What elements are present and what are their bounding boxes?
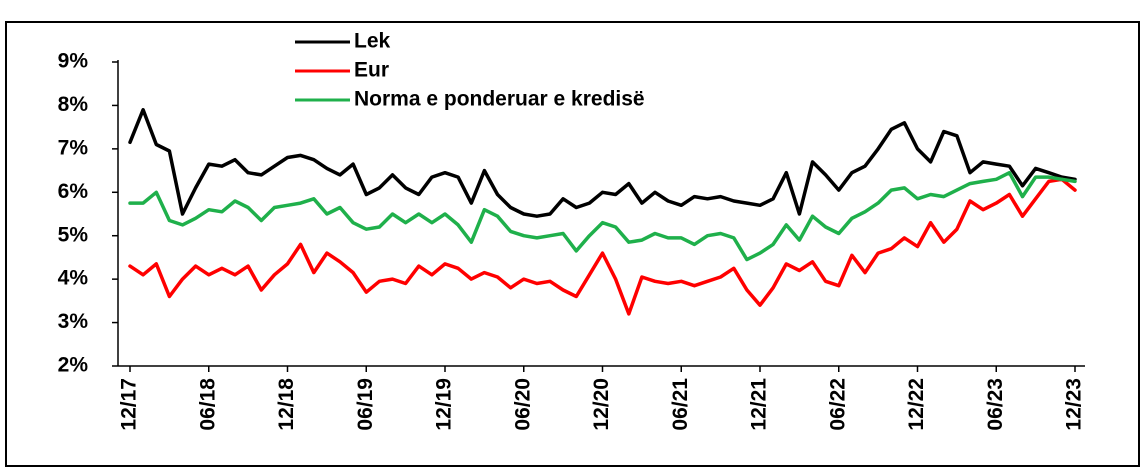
series-line — [128, 170, 1077, 262]
frame — [5, 21, 1140, 467]
x-tick-label: 06/19 — [354, 378, 377, 431]
series-line — [128, 108, 1077, 218]
legend-label: Lek — [354, 30, 391, 53]
y-tick-label: 8% — [58, 93, 89, 116]
y-tick-label: 3% — [58, 310, 89, 333]
y-tick-label: 6% — [58, 180, 89, 203]
legend-label: Norma e ponderuar e kredisë — [354, 88, 645, 111]
x-tick-label: 06/22 — [826, 378, 849, 431]
y-tick-label: 7% — [58, 136, 89, 159]
x-tick-label: 12/22 — [905, 378, 928, 431]
x-tick-label: 06/21 — [669, 378, 692, 431]
x-tick-label: 12/18 — [275, 378, 298, 431]
x-tick-label: 06/23 — [984, 378, 1007, 431]
y-tick-label: 9% — [58, 50, 89, 73]
y-tick-label: 5% — [58, 223, 89, 246]
x-tick-label: 12/21 — [748, 378, 771, 431]
x-tick-label: 12/23 — [1063, 378, 1086, 431]
legend-label: Eur — [354, 59, 389, 82]
x-tick-label: 06/20 — [511, 378, 534, 431]
x-tick-label: 12/19 — [433, 378, 456, 431]
y-tick-label: 4% — [58, 267, 89, 290]
x-tick-label: 12/20 — [590, 378, 613, 431]
series-line — [128, 177, 1077, 316]
x-tick-label: 12/17 — [118, 378, 141, 431]
x-tick-label: 06/18 — [196, 378, 219, 431]
y-tick-label: 2% — [58, 354, 89, 377]
